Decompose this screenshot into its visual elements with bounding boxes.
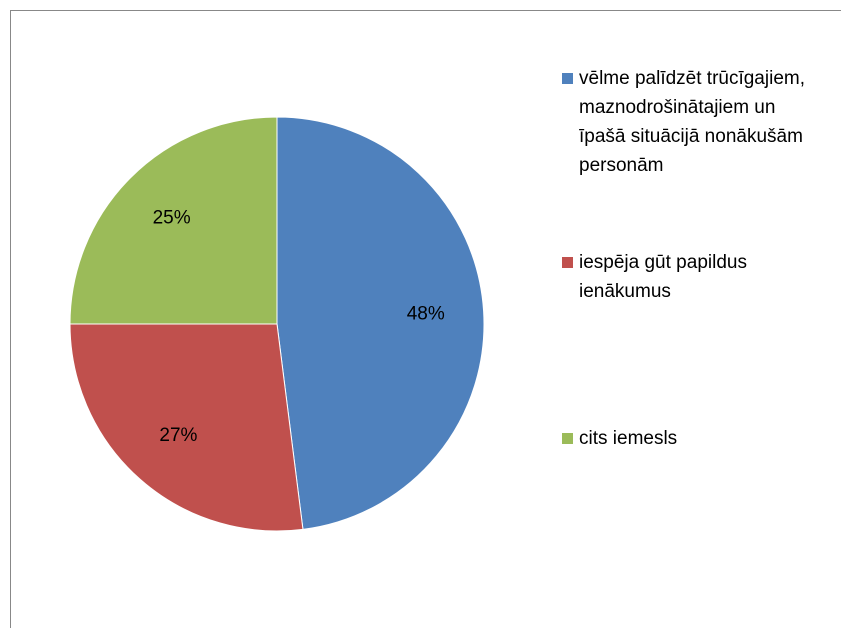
data-label: 48%	[407, 304, 445, 325]
pie-slice	[69, 116, 278, 325]
legend-label: cits iemesls	[579, 428, 678, 449]
data-label: 25%	[153, 208, 191, 229]
legend-swatch	[562, 73, 573, 84]
legend-item: cits iemesls	[562, 424, 824, 453]
legend-swatch	[562, 433, 573, 444]
legend-label: vēlme palīdzēt trūcīgajiem, maznodrošinā…	[579, 68, 805, 176]
legend-item: iespēja gūt papildus ienākumus	[562, 248, 824, 306]
pie-slice	[276, 116, 485, 530]
chart-frame	[10, 10, 841, 628]
legend-label: iespēja gūt papildus ienākumus	[579, 252, 747, 302]
data-label: 27%	[159, 425, 197, 446]
legend-swatch	[562, 257, 573, 268]
legend-item: vēlme palīdzēt trūcīgajiem, maznodrošinā…	[562, 64, 824, 180]
pie-slice	[69, 323, 304, 532]
